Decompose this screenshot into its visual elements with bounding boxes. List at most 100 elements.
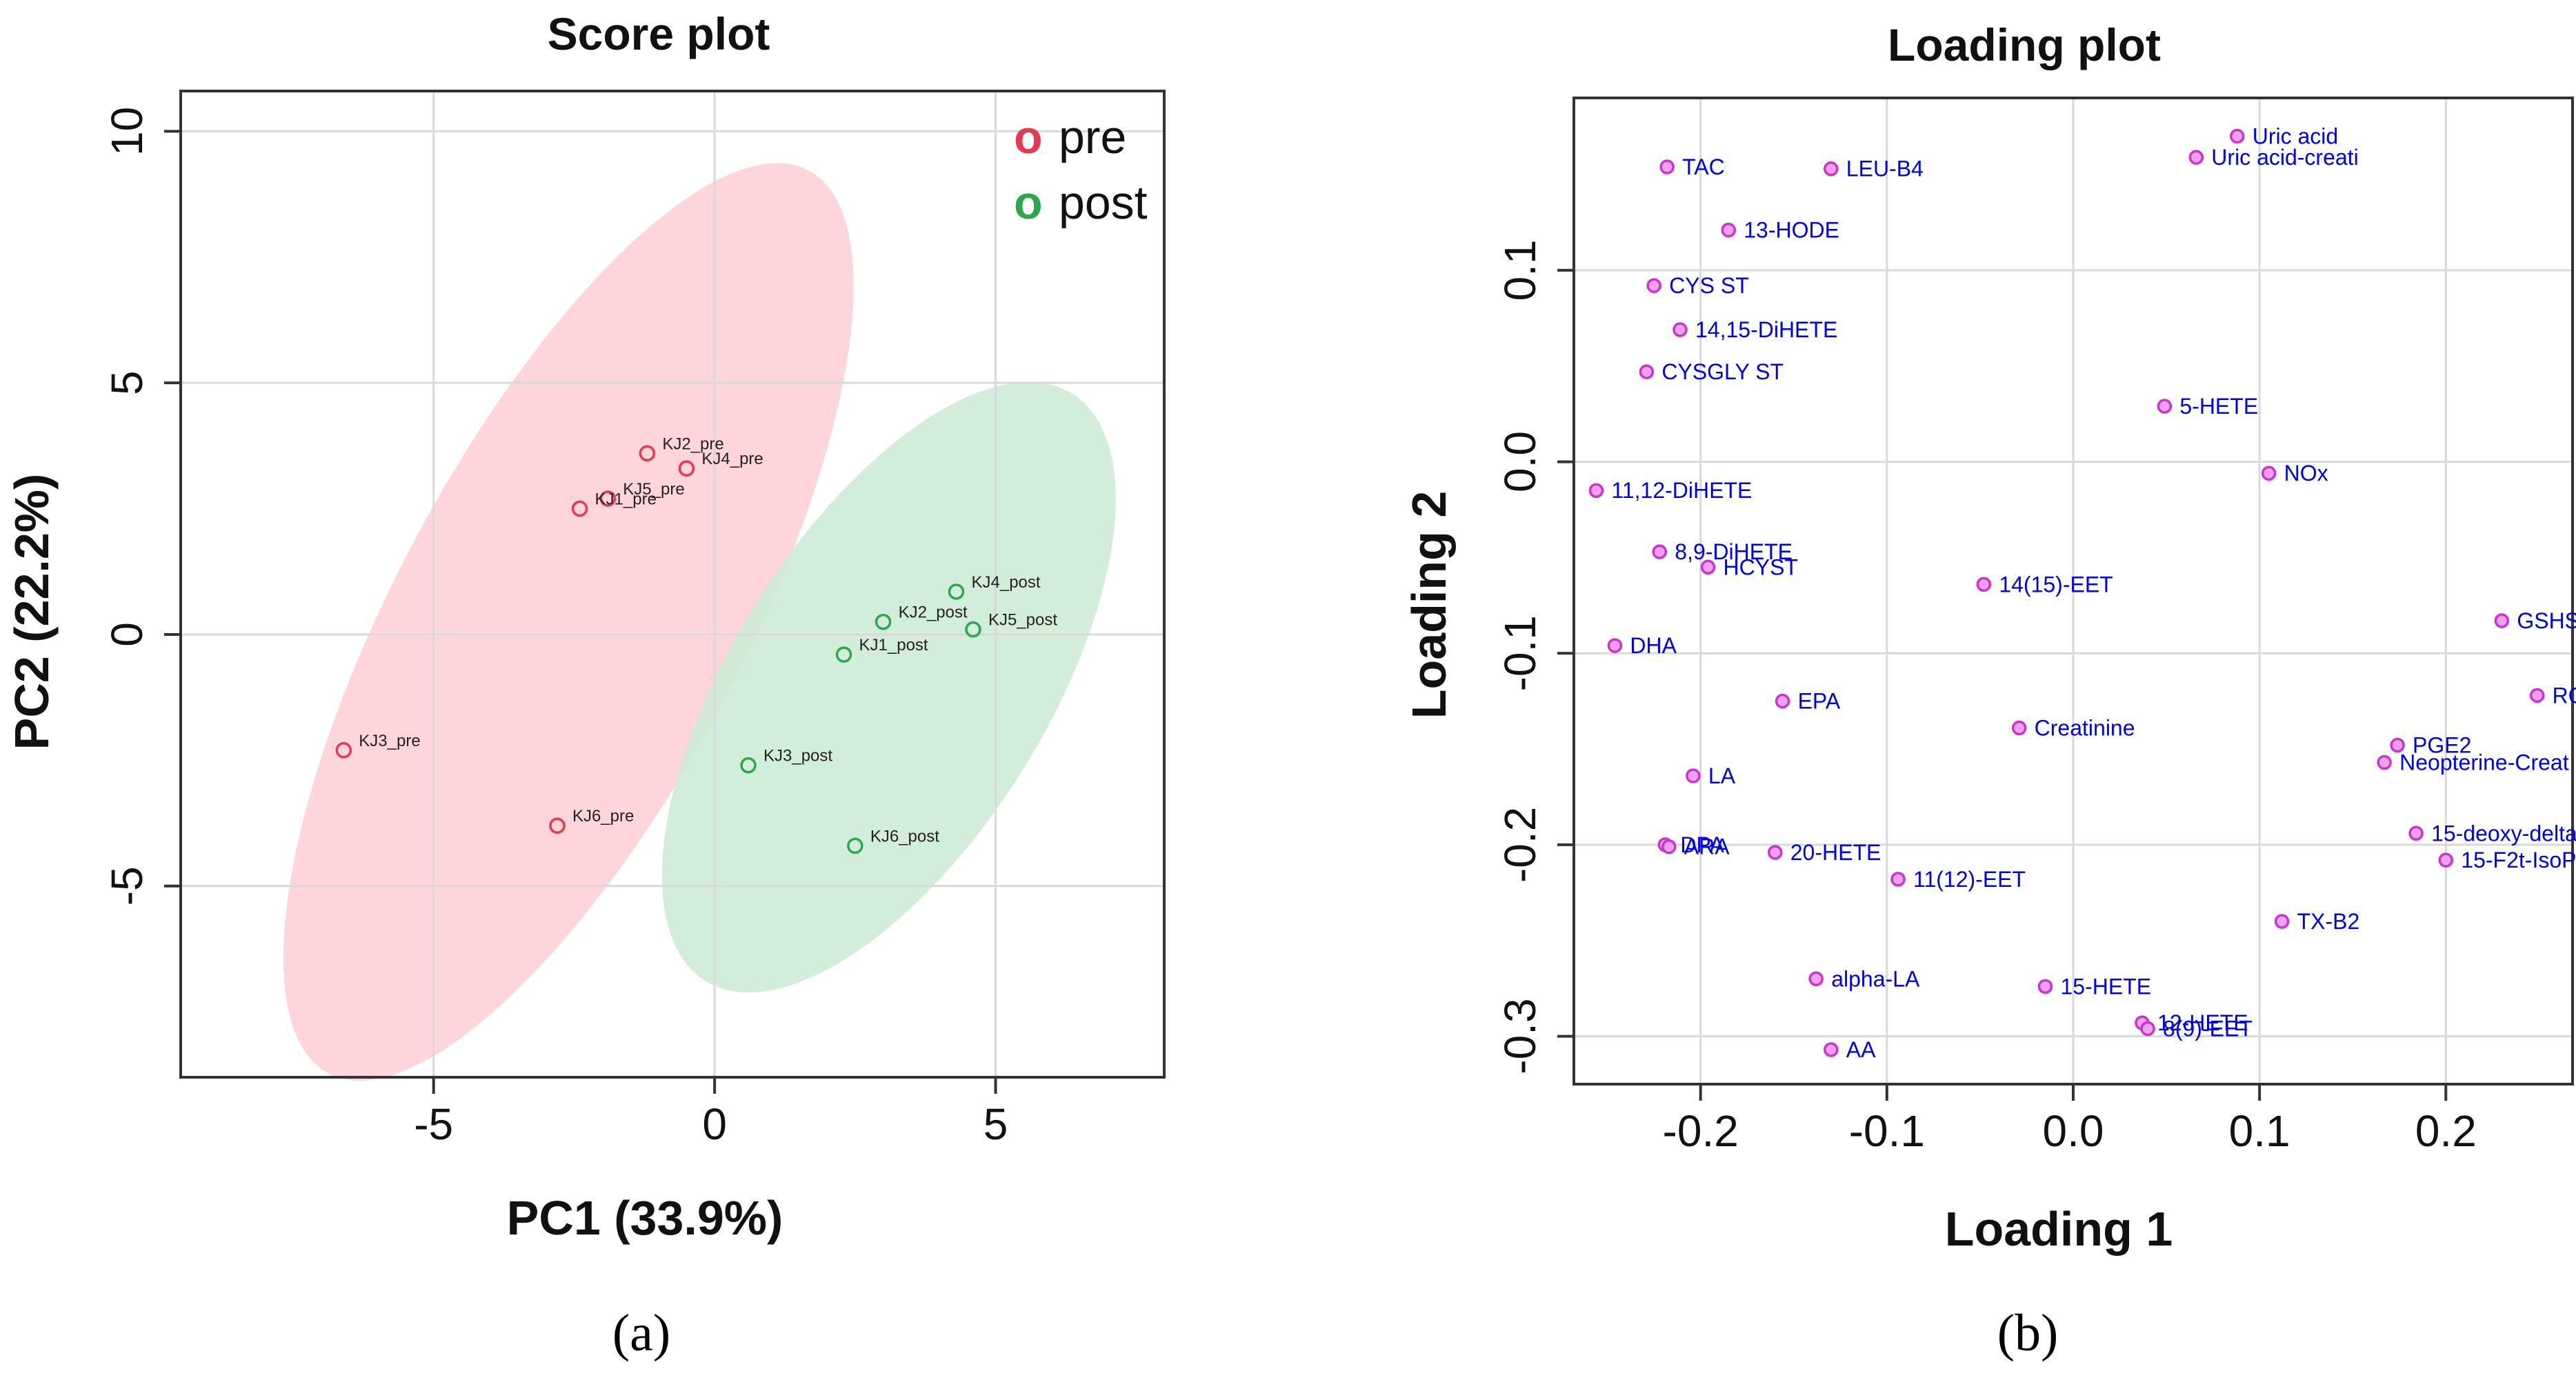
point-label-14-15-eet: 14(15)-EET [1999, 572, 2113, 597]
point-label-kj1-post: KJ1_post [859, 636, 928, 654]
point-label-uric-acid: Uric acid [2253, 124, 2338, 149]
x-tick-label: -5 [414, 1099, 453, 1149]
x-tick-label: -0.2 [1663, 1106, 1739, 1156]
point-label-kj3-post: KJ3_post [763, 747, 832, 766]
x-tick-label: -0.1 [1849, 1106, 1925, 1156]
x-tick-label: 5 [984, 1099, 1008, 1149]
y-tick-label: 5 [102, 370, 152, 395]
point-label-kj3-pre: KJ3_pre [359, 732, 420, 750]
point-11-12-dihete [1588, 483, 1604, 498]
y-tick-label: -0.1 [1495, 615, 1545, 691]
y-axis-label: Loading 2 [1402, 491, 1456, 719]
x-axis-label: PC1 (33.9%) [507, 1191, 783, 1245]
point-14-15-dihete [1673, 322, 1688, 337]
point-cysgly-st [1639, 364, 1655, 379]
legend-marker-post: o [1014, 177, 1043, 229]
y-axis-label: PC2 (22.2%) [5, 474, 59, 750]
point-kj5-post [965, 621, 981, 638]
point-uric-acid [2229, 128, 2245, 144]
point-epa [1775, 693, 1790, 709]
point-label-ara: ARA [1684, 834, 1730, 859]
point-neopterine-creat [2377, 754, 2392, 770]
point-label-15-deoxy-delta12: 15-deoxy-delta12 [2431, 821, 2576, 846]
point-kj3-post [740, 757, 757, 774]
point-label-uric-acid-creati: Uric acid-creati [2211, 145, 2358, 170]
y-tick-label: 10 [102, 107, 152, 156]
point-label-20-hete: 20-HETE [1790, 840, 1881, 865]
point-5-hete [2157, 399, 2173, 414]
point-dha [1607, 638, 1623, 653]
point-label-tac: TAC [1682, 154, 1725, 179]
point-kj1-post [835, 646, 852, 663]
chart-title: Loading plot [1888, 19, 2161, 70]
point-gshst [2494, 613, 2510, 628]
chart-title: Score plot [548, 8, 770, 59]
confidence-ellipse-pre [283, 163, 854, 1081]
point-label-leu-b4: LEU-B4 [1846, 157, 1924, 181]
point-label-kj6-pre: KJ6_pre [572, 807, 634, 826]
point-label-dha: DHA [1630, 633, 1677, 658]
point-label-tx-b2: TX-B2 [2297, 909, 2360, 934]
point-label-creatinine: Creatinine [2035, 716, 2135, 741]
point-label-cysgly-st: CYSGLY ST [1661, 359, 1784, 384]
x-tick-label: 0.1 [2229, 1106, 2290, 1156]
point-label-aa: AA [1846, 1037, 1876, 1062]
point-pge2 [2390, 737, 2405, 753]
point-label-kj4-post: KJ4_post [972, 573, 1041, 592]
point-kj6-pre [549, 817, 566, 834]
point-label-alpha-la: alpha-LA [1831, 966, 1920, 991]
point-kj1-pre [571, 500, 588, 517]
point-label-dpa: DPA [1680, 832, 1724, 857]
point-kj3-pre [335, 742, 352, 759]
point-kj2-pre [639, 445, 656, 462]
point-label-nox: NOx [2284, 461, 2328, 486]
point-label-11-12-eet: 11(12)-EET [1913, 867, 2026, 892]
point-label-kj2-pre: KJ2_pre [662, 434, 723, 453]
point-cys-st [1646, 278, 1661, 293]
point-label-kj2-post: KJ2_post [899, 603, 968, 622]
point-label-ros: ROS [2553, 683, 2576, 708]
point-ara [1661, 839, 1677, 854]
point-label-hcyst: HCYST [1724, 554, 1798, 579]
caption-b: (b) [1997, 1304, 2059, 1362]
point-13-hode [1721, 222, 1736, 238]
caption-a: (a) [612, 1304, 671, 1362]
legend-marker-pre: o [1014, 111, 1043, 163]
point-14-15-eet [1976, 577, 1992, 592]
point-kj2-post [875, 613, 892, 630]
point-kj6-post [847, 837, 863, 854]
point-label-pge2: PGE2 [2413, 733, 2471, 758]
y-tick-label: 0.1 [1495, 239, 1545, 301]
point-tac [1659, 159, 1675, 174]
point-label-cys-st: CYS ST [1669, 273, 1749, 298]
x-axis-label: Loading 1 [1945, 1202, 2173, 1256]
x-tick-label: 0.0 [2043, 1106, 2104, 1156]
point-15-f2t-isop [2438, 852, 2454, 868]
point-label-kj4-pre: KJ4_pre [701, 450, 763, 468]
point-nox [2261, 466, 2277, 481]
point-label-kj6-post: KJ6_post [870, 827, 939, 846]
point-15-deoxy-delta12 [2408, 826, 2424, 841]
point-kj4-pre [678, 460, 695, 477]
point-label-12-hete: 12-HETE [2157, 1010, 2248, 1035]
point-label-8-9-eet: 8(9)-EET [2163, 1016, 2253, 1041]
point-label-kj5-post: KJ5_post [988, 611, 1057, 630]
point-kj4-post [948, 583, 965, 600]
point-label-15-hete: 15-HETE [2060, 974, 2151, 999]
point-label-11-12-dihete: 11,12-DiHETE [1611, 478, 1752, 503]
point-label-14-15-dihete: 14,15-DiHETE [1695, 317, 1837, 342]
x-tick-label: 0.2 [2415, 1106, 2477, 1156]
point-label-neopterine-creat: Neopterine-Creat [2399, 750, 2569, 775]
confidence-ellipse-post [661, 382, 1116, 993]
point-label-la: LA [1708, 763, 1736, 788]
y-tick-label: -0.2 [1495, 807, 1545, 883]
point-tx-b2 [2274, 914, 2290, 929]
y-tick-label: 0 [102, 622, 152, 647]
point-la [1686, 768, 1701, 783]
point-label-gshst: GSHST [2517, 608, 2576, 633]
point-hcyst [1700, 559, 1716, 575]
point-label-5-hete: 5-HETE [2179, 394, 2258, 419]
